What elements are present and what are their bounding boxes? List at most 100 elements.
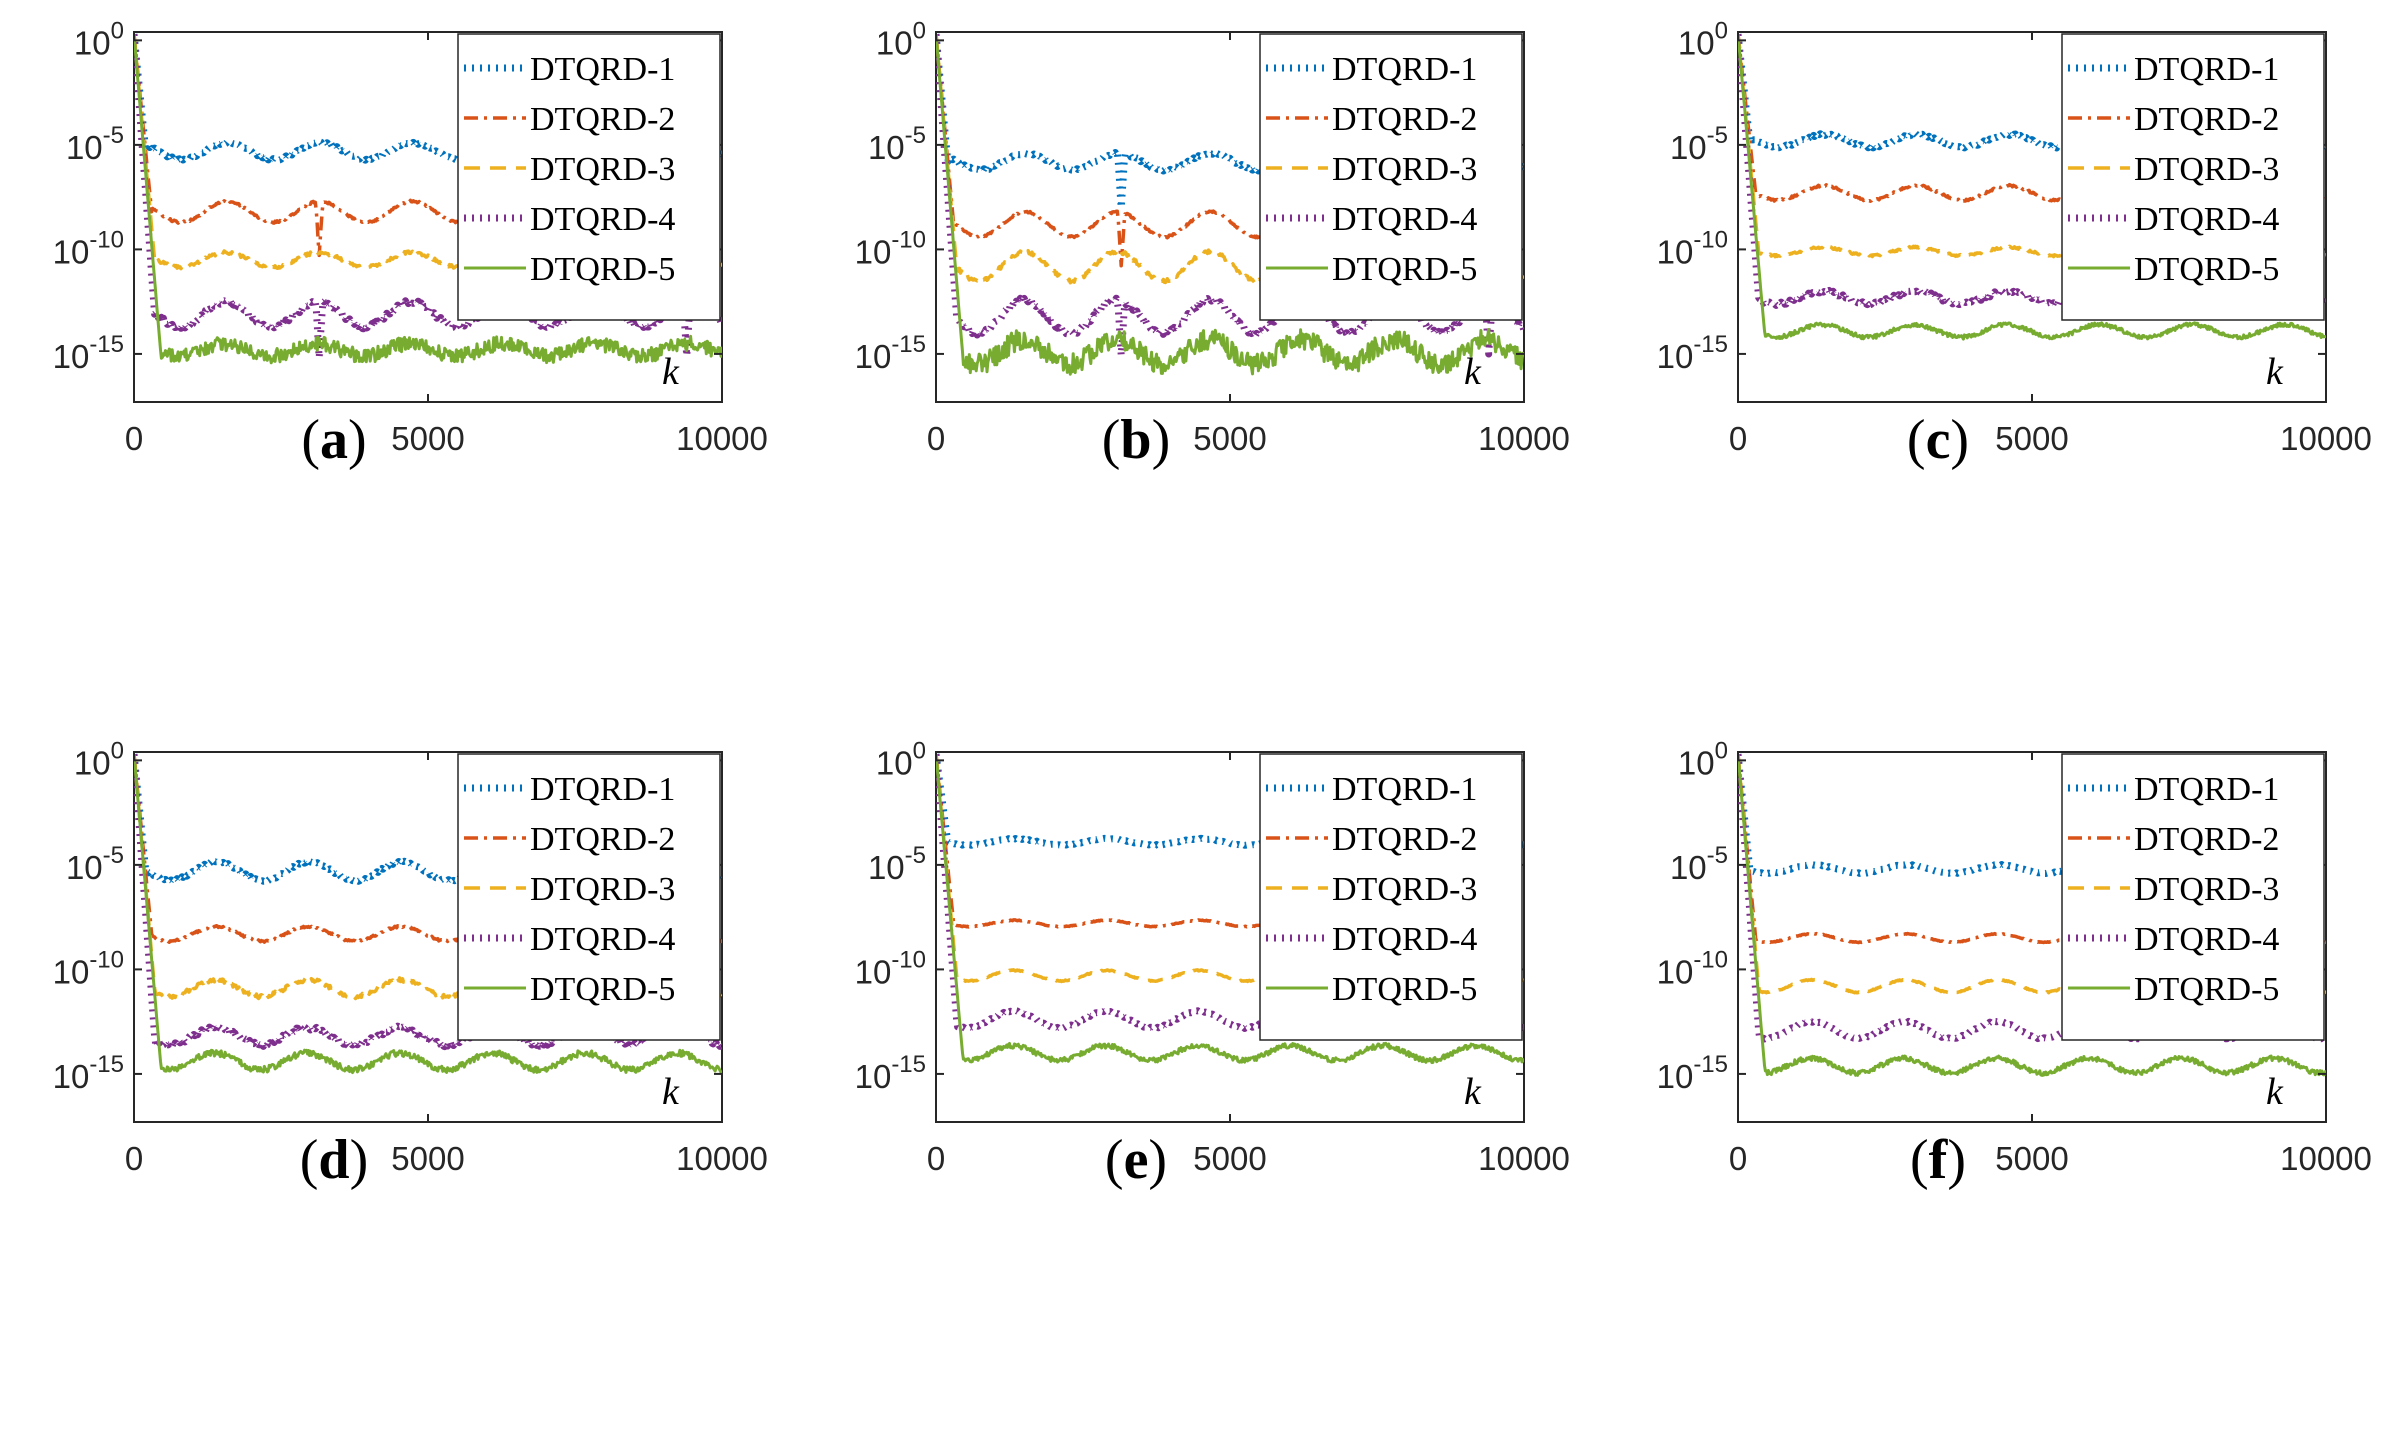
y-tick-label: 10-15: [53, 1051, 124, 1095]
y-tick-label: 10-10: [855, 946, 926, 990]
x-tick-label: 10000: [1478, 420, 1570, 457]
chart-panel-b: 0 5000 1000010010-510-1010-15kDTQRD-1DTQRD…: [855, 17, 1570, 471]
legend-entry-dtqrd-5: DTQRD-5: [2134, 251, 2279, 288]
legend-entry-dtqrd-5: DTQRD-5: [530, 251, 675, 288]
x-tick-label: 5000: [1995, 420, 2068, 457]
panel-label: (a): [301, 409, 366, 471]
legend-entry-dtqrd-4: DTQRD-4: [530, 201, 675, 238]
series-line-dtqrd-2: [134, 33, 722, 258]
x-tick-label: 0: [927, 1140, 945, 1177]
series-line-dtqrd-5: [936, 753, 1524, 1065]
x-tick-label: 5000: [1193, 1140, 1266, 1177]
series-line-dtqrd-1: [134, 33, 722, 164]
legend-entry-dtqrd-4: DTQRD-4: [2134, 201, 2279, 238]
x-axis-label: k: [662, 351, 680, 393]
x-axis-label: k: [1464, 351, 1482, 393]
series-line-dtqrd-5: [1738, 33, 2326, 341]
y-tick-label: 10-5: [868, 842, 926, 886]
series-line-dtqrd-5: [134, 753, 722, 1075]
panel-label: (c): [1907, 409, 1969, 471]
legend: DTQRD-1 DTQRD-2 DTQRD-3 DTQRD-4 DTQRD-5: [2061, 753, 2325, 1041]
series-line-dtqrd-4: [134, 33, 722, 362]
legend-entry-dtqrd-1: DTQRD-1: [1332, 51, 1477, 88]
x-axis-label: k: [2266, 1071, 2284, 1113]
legend-entry-dtqrd-4: DTQRD-4: [530, 921, 675, 958]
y-tick-label: 10-10: [53, 946, 124, 990]
legend-entry-dtqrd-3: DTQRD-3: [1332, 871, 1477, 908]
x-tick-label: 5000: [1193, 420, 1266, 457]
series-line-dtqrd-3: [936, 33, 1524, 285]
series-line-dtqrd-2: [936, 33, 1524, 268]
legend-entry-dtqrd-3: DTQRD-3: [530, 151, 675, 188]
y-tick-label: 10-15: [855, 331, 926, 375]
legend-box: [1259, 753, 1523, 1041]
y-tick-label: 10-15: [855, 1051, 926, 1095]
x-tick-label: 0: [927, 420, 945, 457]
legend-entry-dtqrd-3: DTQRD-3: [2134, 871, 2279, 908]
x-tick-label: 10000: [1478, 1140, 1570, 1177]
y-tick-label: 10-5: [1670, 842, 1728, 886]
series-line-dtqrd-1: [1738, 33, 2326, 152]
x-axis-label: k: [662, 1071, 680, 1113]
series-line-dtqrd-1: [1738, 753, 2326, 878]
legend-entry-dtqrd-1: DTQRD-1: [530, 51, 675, 88]
chart-panel-e: 0 5000 1000010010-510-1010-15kDTQRD-1DTQRD…: [855, 737, 1570, 1191]
series-line-dtqrd-5: [1738, 753, 2326, 1077]
legend-box: [457, 753, 721, 1041]
series-line-dtqrd-5: [134, 33, 722, 365]
y-tick-label: 100: [1678, 737, 1728, 781]
legend-entry-dtqrd-3: DTQRD-3: [2134, 151, 2279, 188]
legend: DTQRD-1 DTQRD-2 DTQRD-3 DTQRD-4 DTQRD-5: [457, 33, 721, 321]
y-tick-label: 100: [876, 737, 926, 781]
y-tick-label: 10-15: [53, 331, 124, 375]
y-tick-label: 10-10: [1657, 226, 1728, 270]
legend-entry-dtqrd-2: DTQRD-2: [2134, 821, 2279, 858]
y-tick-label: 100: [1678, 17, 1728, 61]
legend-entry-dtqrd-2: DTQRD-2: [1332, 101, 1477, 138]
chart-panel-c: 0 5000 1000010010-510-1010-15kDTQRD-1DTQRD…: [1657, 17, 2372, 471]
legend-entry-dtqrd-2: DTQRD-2: [1332, 821, 1477, 858]
legend-entry-dtqrd-2: DTQRD-2: [2134, 101, 2279, 138]
x-tick-label: 10000: [2280, 420, 2372, 457]
series-line-dtqrd-4: [1738, 33, 2326, 309]
y-tick-label: 100: [74, 17, 124, 61]
chart-panel-f: 0 5000 1000010010-510-1010-15kDTQRD-1DTQRD…: [1657, 737, 2372, 1191]
legend-entry-dtqrd-4: DTQRD-4: [1332, 201, 1477, 238]
legend-entry-dtqrd-4: DTQRD-4: [1332, 921, 1477, 958]
x-tick-label: 10000: [676, 420, 768, 457]
y-tick-label: 10-5: [66, 842, 124, 886]
legend: DTQRD-1 DTQRD-2 DTQRD-3 DTQRD-4 DTQRD-5: [2061, 33, 2325, 321]
x-axis-label: k: [1464, 1071, 1482, 1113]
legend-entry-dtqrd-1: DTQRD-1: [2134, 771, 2279, 808]
legend-entry-dtqrd-5: DTQRD-5: [530, 971, 675, 1008]
y-tick-label: 10-5: [66, 122, 124, 166]
legend-entry-dtqrd-3: DTQRD-3: [530, 871, 675, 908]
legend-entry-dtqrd-1: DTQRD-1: [530, 771, 675, 808]
y-tick-label: 100: [876, 17, 926, 61]
legend: DTQRD-1 DTQRD-2 DTQRD-3 DTQRD-4 DTQRD-5: [1259, 753, 1523, 1041]
legend-entry-dtqrd-3: DTQRD-3: [1332, 151, 1477, 188]
x-tick-label: 0: [1729, 420, 1747, 457]
y-tick-label: 10-15: [1657, 1051, 1728, 1095]
panel-label: (d): [300, 1129, 368, 1191]
y-tick-label: 10-5: [1670, 122, 1728, 166]
legend-box: [457, 33, 721, 321]
series-line-dtqrd-5: [936, 33, 1524, 376]
legend-entry-dtqrd-5: DTQRD-5: [1332, 251, 1477, 288]
legend-box: [1259, 33, 1523, 321]
legend-box: [2061, 753, 2325, 1041]
x-axis-label: k: [2266, 351, 2284, 393]
chart-panel-a: 0 5000 1000010010-510-1010-15kDTQRD-1DTQRD…: [53, 17, 768, 471]
panel-label: (f): [1910, 1129, 1966, 1191]
legend-entry-dtqrd-5: DTQRD-5: [2134, 971, 2279, 1008]
x-tick-label: 0: [125, 420, 143, 457]
legend-entry-dtqrd-2: DTQRD-2: [530, 101, 675, 138]
x-tick-label: 10000: [676, 1140, 768, 1177]
x-tick-label: 0: [1729, 1140, 1747, 1177]
y-tick-label: 10-5: [868, 122, 926, 166]
panel-label: (b): [1102, 409, 1170, 471]
y-tick-label: 100: [74, 737, 124, 781]
legend-entry-dtqrd-2: DTQRD-2: [530, 821, 675, 858]
chart-panel-d: 0 5000 1000010010-510-1010-15kDTQRD-1DTQRD…: [53, 737, 768, 1191]
